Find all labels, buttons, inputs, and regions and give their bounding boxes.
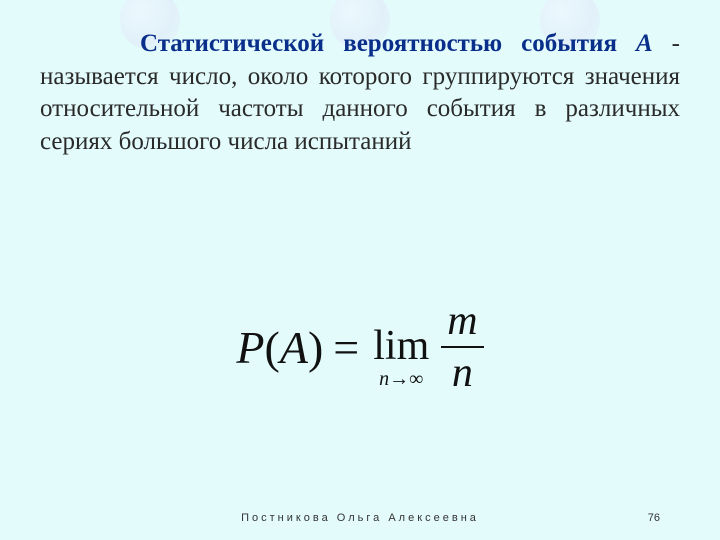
fraction-bar: [441, 346, 483, 348]
lim-subscript: n→∞: [379, 369, 423, 389]
equals-sign: =: [333, 321, 359, 374]
open-paren: (: [265, 321, 280, 374]
page-number: 76: [648, 512, 660, 524]
slide-container: Статистической вероятностью события А - …: [0, 0, 720, 540]
close-paren: ): [308, 321, 323, 374]
footer-author: Постникова Ольга Алексеевна: [0, 512, 720, 524]
formula-block: P(A) = lim n→∞ m n: [0, 300, 720, 394]
limit-operator: lim n→∞: [373, 325, 429, 389]
fraction-numerator: m: [441, 300, 483, 342]
lim-arrow: →: [389, 368, 409, 390]
fraction: m n: [441, 300, 483, 394]
lim-word: lim: [373, 325, 429, 367]
formula-P: P: [236, 321, 264, 374]
event-letter: А: [636, 30, 653, 57]
lim-infinity: ∞: [409, 368, 423, 390]
fraction-denominator: n: [446, 352, 479, 394]
formula-A: A: [280, 321, 308, 374]
definition-paragraph: Статистической вероятностью события А - …: [40, 28, 680, 158]
lim-var: n: [379, 368, 389, 390]
definition-term: Статистической вероятностью события: [140, 30, 636, 57]
